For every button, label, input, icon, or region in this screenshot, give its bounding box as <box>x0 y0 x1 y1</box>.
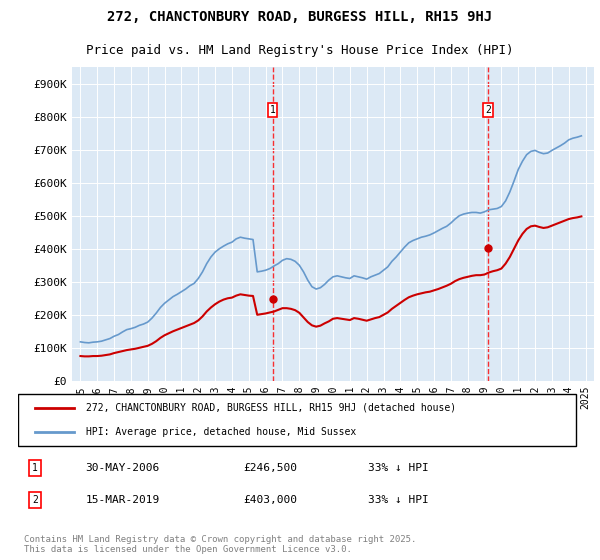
Text: £403,000: £403,000 <box>244 496 298 506</box>
Text: 272, CHANCTONBURY ROAD, BURGESS HILL, RH15 9HJ (detached house): 272, CHANCTONBURY ROAD, BURGESS HILL, RH… <box>86 403 456 413</box>
Text: Price paid vs. HM Land Registry's House Price Index (HPI): Price paid vs. HM Land Registry's House … <box>86 44 514 57</box>
Text: 30-MAY-2006: 30-MAY-2006 <box>86 463 160 473</box>
Text: 2: 2 <box>485 105 491 115</box>
Text: 15-MAR-2019: 15-MAR-2019 <box>86 496 160 506</box>
FancyBboxPatch shape <box>18 394 577 446</box>
Text: 272, CHANCTONBURY ROAD, BURGESS HILL, RH15 9HJ: 272, CHANCTONBURY ROAD, BURGESS HILL, RH… <box>107 10 493 24</box>
Text: £246,500: £246,500 <box>244 463 298 473</box>
Text: 1: 1 <box>32 463 38 473</box>
Text: 2: 2 <box>32 496 38 506</box>
Text: HPI: Average price, detached house, Mid Sussex: HPI: Average price, detached house, Mid … <box>86 427 356 437</box>
Text: Contains HM Land Registry data © Crown copyright and database right 2025.
This d: Contains HM Land Registry data © Crown c… <box>23 534 416 554</box>
Text: 33% ↓ HPI: 33% ↓ HPI <box>368 463 428 473</box>
Text: 1: 1 <box>269 105 275 115</box>
Text: 33% ↓ HPI: 33% ↓ HPI <box>368 496 428 506</box>
